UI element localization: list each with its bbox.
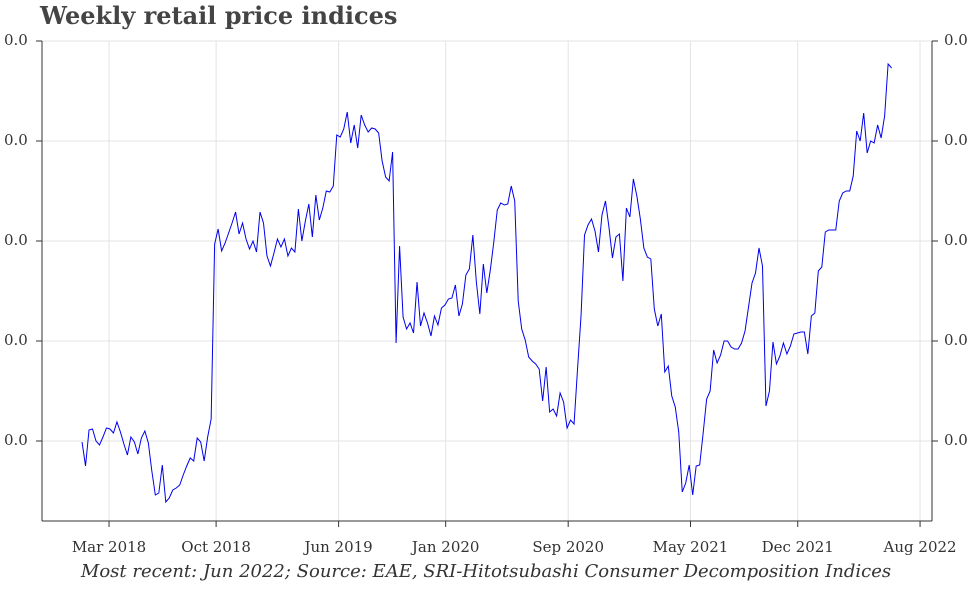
y-tick-label: 0.0 bbox=[4, 231, 28, 249]
y-tick-label: 0.0 bbox=[4, 431, 28, 449]
x-tick-label: Jun 2019 bbox=[302, 538, 372, 556]
x-tick-label: Aug 2022 bbox=[883, 538, 957, 556]
y-tick-label: 0.0 bbox=[4, 131, 28, 149]
caption: Most recent: Jun 2022; Source: EAE, SRI-… bbox=[80, 561, 891, 582]
x-tick-label: Mar 2018 bbox=[72, 538, 146, 556]
y2-tick-label: 0.0 bbox=[944, 331, 968, 349]
y-tick-label: 0.0 bbox=[4, 31, 28, 49]
y-tick-label: 0.0 bbox=[4, 331, 28, 349]
chart-title: Weekly retail price indices bbox=[39, 1, 397, 30]
x-tick-label: Jan 2020 bbox=[410, 538, 480, 556]
x-tick-label: Oct 2018 bbox=[181, 538, 251, 556]
y2-tick-label: 0.0 bbox=[944, 31, 968, 49]
y2-tick-label: 0.0 bbox=[944, 131, 968, 149]
y2-tick-label: 0.0 bbox=[944, 231, 968, 249]
x-tick-label: May 2021 bbox=[653, 538, 729, 556]
series-line bbox=[81, 62, 892, 504]
x-tick-label: Dec 2021 bbox=[762, 538, 834, 556]
x-tick-label: Sep 2020 bbox=[532, 538, 604, 556]
y2-tick-label: 0.0 bbox=[944, 431, 968, 449]
